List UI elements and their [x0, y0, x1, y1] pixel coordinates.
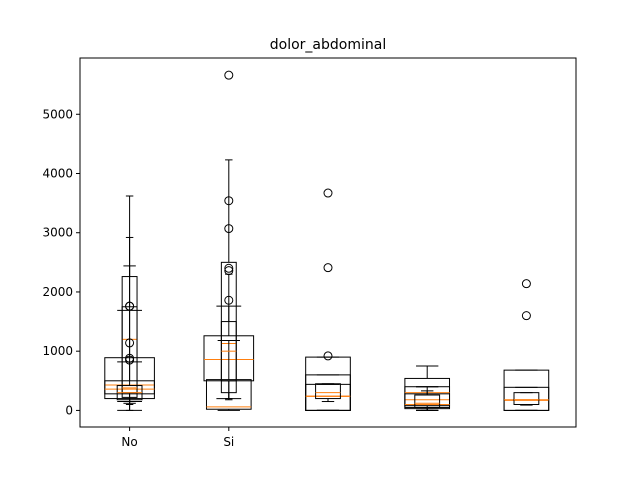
box: [315, 383, 341, 400]
y-tick-label: 0: [65, 403, 73, 417]
box: [414, 394, 441, 408]
y-tick-label: 4000: [42, 166, 73, 180]
y-tick-label: 3000: [42, 226, 73, 240]
outlier-point: [224, 196, 234, 206]
outlier-point: [224, 263, 234, 273]
box: [203, 335, 255, 382]
plot-area: [104, 70, 550, 411]
y-tick-label: 5000: [42, 107, 73, 121]
outlier-point: [521, 311, 531, 321]
x-tick-label: No: [121, 435, 137, 449]
y-tick-label: 2000: [42, 285, 73, 299]
box: [503, 386, 550, 411]
box: [220, 321, 237, 394]
box: [305, 383, 351, 411]
x-tick-label: Si: [223, 435, 234, 449]
outlier-point: [323, 351, 333, 361]
chart-title: dolor_abdominal: [270, 37, 386, 53]
outlier-point: [224, 70, 234, 80]
y-tick-label: 1000: [42, 344, 73, 358]
outlier-point: [521, 279, 531, 289]
outlier-point: [323, 263, 333, 273]
box: [513, 392, 540, 405]
box: [205, 379, 252, 410]
outlier-point: [323, 188, 333, 198]
axes: 0 1000 2000 3000 4000 5000 No Si: [42, 57, 577, 449]
outlier-point: [224, 224, 234, 234]
axes-frame: [79, 57, 577, 428]
